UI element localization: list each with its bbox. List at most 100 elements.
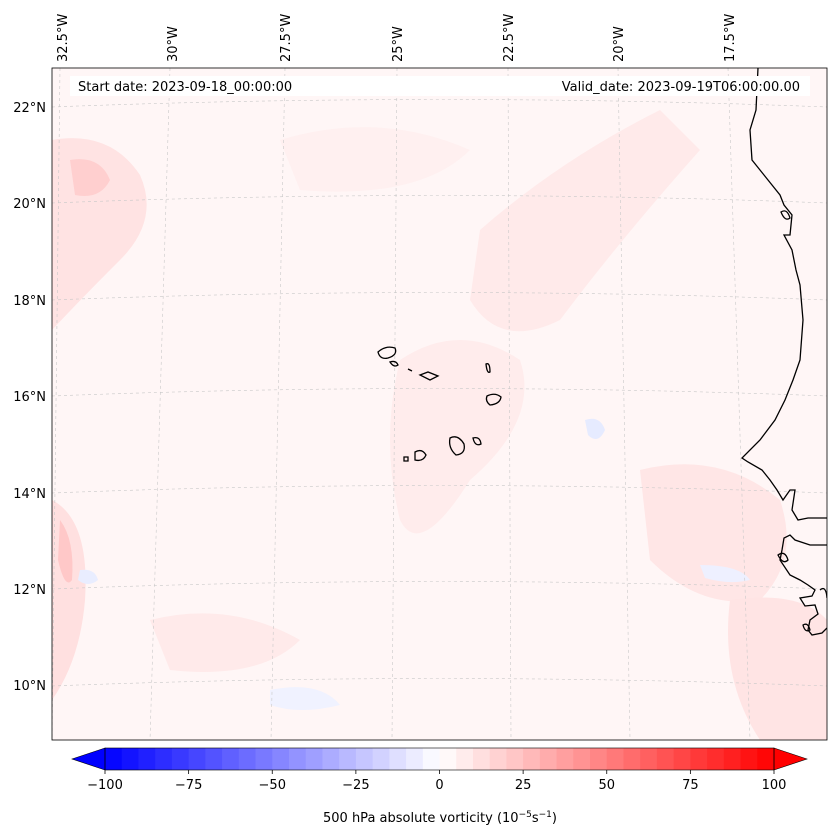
vorticity-patch: [280, 127, 470, 192]
colorbar-swatch: [355, 748, 374, 770]
colorbar-swatch: [757, 748, 775, 770]
colorbar-title-end: ): [552, 811, 557, 826]
island-brava: [403, 456, 409, 462]
vorticity-field: [52, 110, 827, 740]
parallel-line: [52, 581, 827, 590]
map-frame: [51, 67, 828, 741]
colorbar-swatch: [188, 748, 206, 770]
vorticity-patch: [78, 569, 98, 584]
colorbar-swatch: [205, 748, 223, 770]
colorbar-tick-label: −75: [175, 778, 202, 793]
meridian-line: [507, 68, 512, 740]
island-sao-nicolau: [418, 371, 440, 381]
colorbar-title-exponent: −5: [519, 810, 532, 820]
parallel-line: [52, 195, 827, 204]
colorbar-swatch: [673, 748, 691, 770]
island-maio: [472, 436, 482, 446]
start-date-label: Start date: 2023-09-18_00:00:00: [78, 80, 292, 95]
colorbar-swatch: [439, 748, 457, 770]
colorbar-tick-label: −25: [342, 778, 369, 793]
vorticity-patch: [470, 110, 700, 332]
vorticity-patch: [585, 418, 605, 439]
valid-date-label: Valid_date: 2023-09-19T06:00:00.00: [562, 80, 800, 95]
colorbar-swatch: [288, 748, 307, 770]
colorbar-swatch: [489, 748, 507, 770]
colorbar-swatch: [523, 748, 541, 770]
colorbar-swatch: [155, 748, 173, 770]
colorbar-swatch: [590, 748, 608, 770]
west-africa-coastline: [740, 68, 827, 521]
colorbar-swatch: [222, 748, 240, 770]
colorbar-swatch: [707, 748, 725, 770]
colorbar-tick-label: −100: [87, 778, 123, 793]
lon-tick-label: 25°W: [391, 26, 406, 62]
cape-verde-islands: [377, 346, 502, 462]
vorticity-patch: [70, 159, 110, 196]
coastal-island: [780, 210, 791, 220]
coastal-island: [777, 552, 789, 563]
colorbar-tick-label: 25: [515, 778, 532, 793]
colorbar-tick-label: −50: [259, 778, 286, 793]
colorbar-title-exponent: −1: [539, 810, 552, 820]
meridian-line: [617, 68, 631, 740]
colorbar-swatch: [322, 748, 340, 770]
latitude-labels: 22°N 20°N 18°N 16°N 14°N 12°N 10°N: [13, 101, 46, 694]
island-santa-luzia: [407, 368, 413, 372]
lon-tick-label: 27.5°W: [279, 14, 294, 62]
lon-tick-label: 17.5°W: [723, 14, 738, 62]
lat-tick-label: 20°N: [13, 197, 46, 212]
vorticity-patch: [640, 464, 787, 602]
colorbar-swatch: [121, 748, 139, 770]
colorbar-swatch: [740, 748, 758, 770]
colorbar-swatch: [339, 748, 357, 770]
colorbar-swatch: [656, 748, 675, 770]
colorbar-swatch: [238, 748, 257, 770]
colorbar-max-extend: [773, 747, 808, 771]
lat-tick-label: 18°N: [13, 294, 46, 309]
colorbar-swatch: [305, 748, 323, 770]
meridian-line: [149, 68, 171, 740]
lon-tick-label: 30°W: [166, 26, 181, 62]
meridian-line: [391, 68, 398, 740]
island-fogo: [414, 449, 427, 462]
colorbar-tick-label: 50: [598, 778, 615, 793]
vorticity-patch: [58, 520, 73, 583]
colorbar-swatch: [723, 748, 742, 770]
meridian-line: [270, 68, 286, 740]
parallel-line: [52, 485, 827, 494]
vorticity-patch: [700, 565, 750, 583]
lat-tick-label: 10°N: [13, 679, 46, 694]
colorbar-swatch: [506, 748, 524, 770]
meridian-line: [52, 68, 61, 740]
colorbar-swatch: [272, 748, 290, 770]
parallel-line: [52, 292, 827, 301]
island-santo-antao: [377, 346, 397, 360]
colorbar-title-text: 500 hPa absolute vorticity (10: [323, 811, 519, 826]
longitude-labels: 32.5°W 30°W 27.5°W 25°W 22.5°W 20°W 17.5…: [56, 14, 738, 62]
colorbar-swatch: [406, 748, 424, 770]
colorbar-swatch: [539, 748, 558, 770]
island-sao-vicente: [388, 360, 399, 367]
colorbar-title: 500 hPa absolute vorticity (10−5s−1): [323, 810, 557, 826]
lat-tick-label: 22°N: [13, 101, 46, 116]
coastal-island: [802, 623, 811, 632]
map-gridlines: [52, 68, 827, 740]
colorbar-swatches: [105, 748, 775, 770]
map-panel: [52, 68, 827, 740]
island-santiago: [448, 436, 465, 456]
lon-tick-label: 22.5°W: [502, 14, 517, 62]
parallel-line: [52, 678, 827, 687]
header-band: [70, 76, 810, 96]
meridian-line: [727, 68, 751, 740]
colorbar-swatch: [573, 748, 591, 770]
colorbar-title-unit: s: [532, 811, 539, 826]
lat-tick-label: 14°N: [13, 487, 46, 502]
colorbar-min-extend: [71, 747, 106, 771]
parallel-line: [52, 99, 827, 108]
parallel-line: [52, 388, 827, 397]
colorbar-swatch: [389, 748, 407, 770]
lon-tick-label: 20°W: [612, 26, 627, 62]
colorbar-swatch: [640, 748, 658, 770]
colorbar-swatch: [422, 748, 441, 770]
